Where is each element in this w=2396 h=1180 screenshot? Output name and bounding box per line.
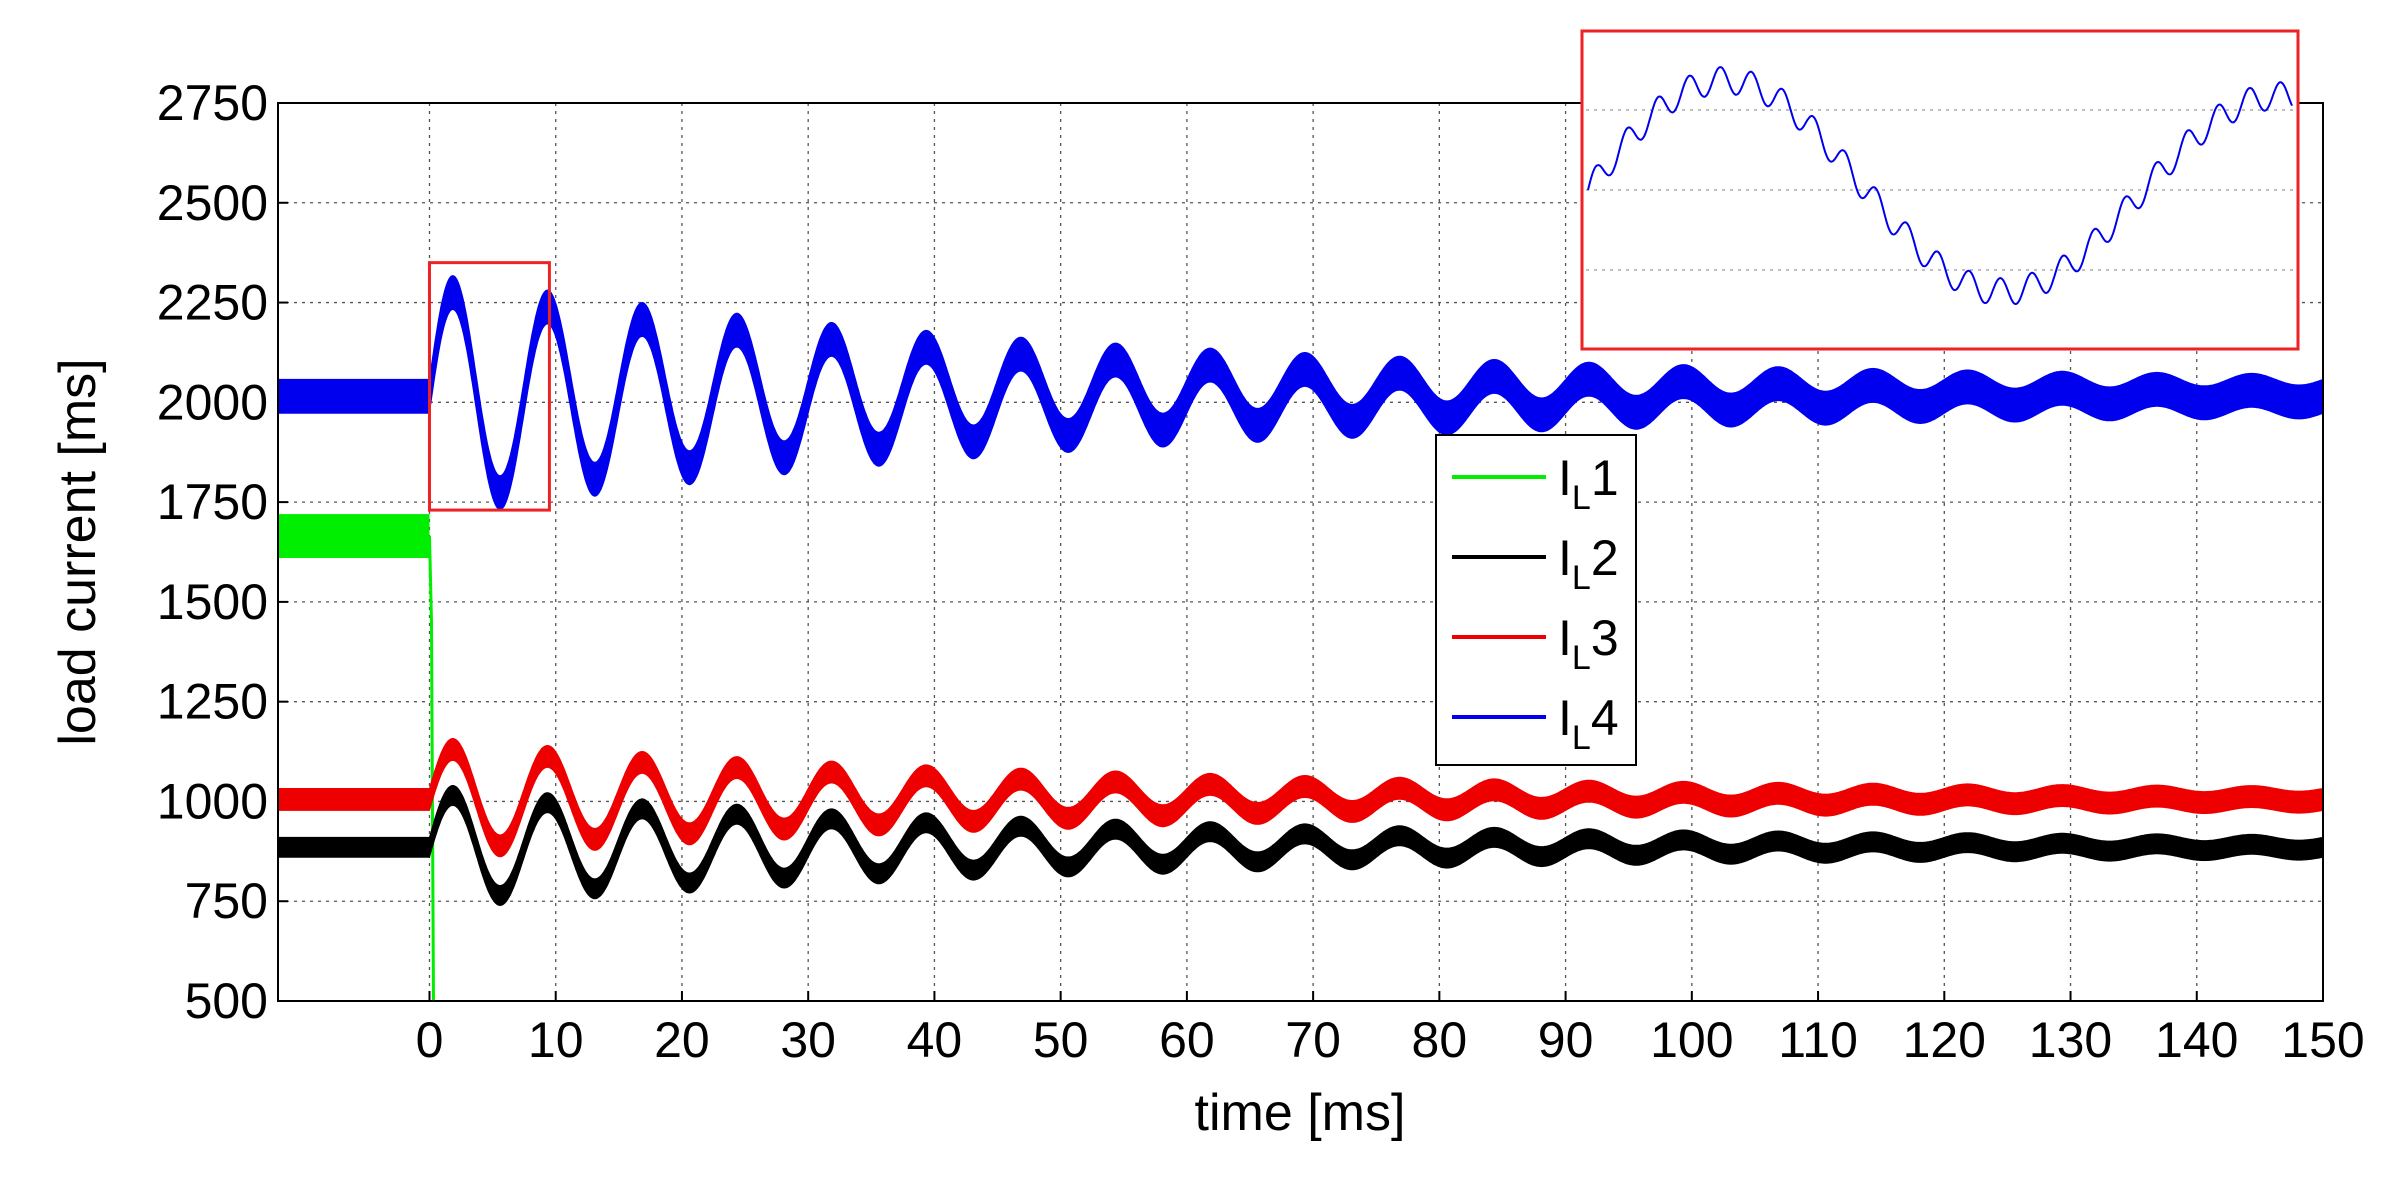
legend-label: IL1 bbox=[1558, 450, 1619, 517]
zoom-box bbox=[427, 261, 551, 512]
x-tick-label: 20 bbox=[654, 1012, 710, 1068]
series-IL1-step bbox=[427, 536, 435, 1001]
legend-label: IL3 bbox=[1558, 610, 1619, 677]
y-tick-label: 1750 bbox=[157, 474, 268, 530]
series-IL3-band bbox=[278, 738, 2323, 858]
x-tick-label: 100 bbox=[1650, 1012, 1733, 1068]
x-tick-label: 140 bbox=[2155, 1012, 2238, 1068]
series-IL2-band bbox=[278, 785, 2323, 907]
series-IL4-band bbox=[278, 275, 2323, 511]
y-tick-label: 1500 bbox=[157, 574, 268, 630]
plot-frame bbox=[277, 102, 2324, 1002]
y-tick-label: 1250 bbox=[157, 674, 268, 730]
annotations bbox=[427, 29, 2300, 512]
x-tick-label: 120 bbox=[1903, 1012, 1986, 1068]
x-tick-label: 0 bbox=[416, 1012, 444, 1068]
x-tick-label: 90 bbox=[1538, 1012, 1594, 1068]
x-tick-label: 60 bbox=[1159, 1012, 1215, 1068]
x-tick-label: 80 bbox=[1412, 1012, 1468, 1068]
x-tick-label: 70 bbox=[1285, 1012, 1341, 1068]
y-tick-label: 2750 bbox=[157, 75, 268, 131]
y-axis-label: load current [ms] bbox=[49, 358, 107, 745]
x-axis-label: time [ms] bbox=[1195, 1084, 1406, 1142]
y-tick-label: 500 bbox=[185, 973, 268, 1029]
y-tick-label: 1000 bbox=[157, 773, 268, 829]
x-tick-label: 50 bbox=[1033, 1012, 1089, 1068]
series-IL1-band bbox=[278, 514, 430, 558]
legend-label: IL4 bbox=[1558, 690, 1619, 757]
y-tick-label: 2500 bbox=[157, 175, 268, 231]
y-tick-label: 2000 bbox=[157, 374, 268, 430]
legend-box bbox=[1435, 434, 1637, 766]
x-tick-label: 10 bbox=[528, 1012, 584, 1068]
x-tick-label: 40 bbox=[907, 1012, 963, 1068]
y-tick-label: 2250 bbox=[157, 275, 268, 331]
legend-label: IL2 bbox=[1558, 530, 1619, 597]
y-tick-label: 750 bbox=[185, 873, 268, 929]
x-tick-label: 110 bbox=[1778, 1012, 1858, 1068]
inset-series-IL4 bbox=[1587, 66, 2293, 306]
tick-labels: 0 10 20 30 40 50 60 70 80 90 100 110 120 130 140 150 500… bbox=[157, 75, 2365, 1068]
x-tick-label: 30 bbox=[780, 1012, 836, 1068]
x-tick-label: 130 bbox=[2029, 1012, 2112, 1068]
legend: IL1 IL2 IL3 IL4 bbox=[1435, 434, 1637, 766]
x-tick-label: 150 bbox=[2281, 1012, 2364, 1068]
series-layer bbox=[278, 275, 2323, 1001]
